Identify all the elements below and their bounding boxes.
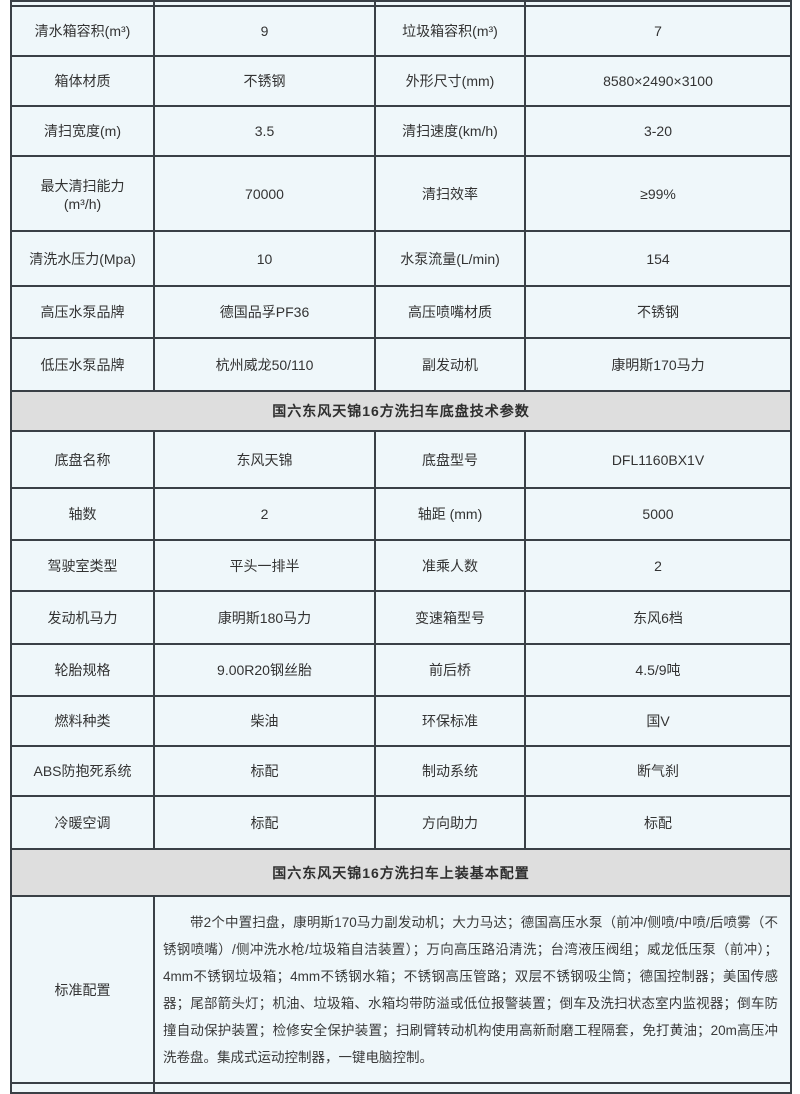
table-row: 燃料种类 柴油 环保标准 国V <box>10 695 792 747</box>
empty-cell <box>524 0 792 7</box>
spec-value: 8580×2490×3100 <box>524 55 792 107</box>
spec-label: 轴距 (mm) <box>374 487 526 541</box>
spec-label: 轮胎规格 <box>10 643 155 697</box>
spec-value: 东风6档 <box>524 590 792 645</box>
table-row: 底盘名称 东风天锦 底盘型号 DFL1160BX1V <box>10 430 792 489</box>
spec-value: 标配 <box>153 745 376 797</box>
spec-label: 副发动机 <box>374 337 526 392</box>
spec-value: 标配 <box>524 795 792 850</box>
spec-value: 5000 <box>524 487 792 541</box>
spec-value: 康明斯170马力 <box>524 337 792 392</box>
spec-value: 杭州威龙50/110 <box>153 337 376 392</box>
table-row: 发动机马力 康明斯180马力 变速箱型号 东风6档 <box>10 590 792 645</box>
spec-value: 3.5 <box>153 105 376 157</box>
spec-value: 德国品孚PF36 <box>153 285 376 339</box>
spec-label: 冷暖空调 <box>10 795 155 850</box>
spec-value: 平头一排半 <box>153 539 376 592</box>
spec-value: 154 <box>524 230 792 287</box>
table-row-section: 国六东风天锦16方洗扫车上装基本配置 <box>10 848 792 897</box>
spec-value: ≥99% <box>524 155 792 232</box>
spec-label: 高压喷嘴材质 <box>374 285 526 339</box>
spec-value: 标配 <box>153 795 376 850</box>
spec-label: 燃料种类 <box>10 695 155 747</box>
table-row: 低压水泵品牌 杭州威龙50/110 副发动机 康明斯170马力 <box>10 337 792 392</box>
table-row: 驾驶室类型 平头一排半 准乘人数 2 <box>10 539 792 592</box>
config-text: 带2个中置扫盘，康明斯170马力副发动机；大力马达；德国高压水泵（前冲/侧喷/中… <box>153 895 792 1084</box>
spec-label: 箱体材质 <box>10 55 155 107</box>
spec-label: 轴数 <box>10 487 155 541</box>
spec-label: 最大清扫能力 (m³/h) <box>10 155 155 232</box>
empty-cell <box>374 0 526 7</box>
table-row: 轴数 2 轴距 (mm) 5000 <box>10 487 792 541</box>
spec-value: 10 <box>153 230 376 287</box>
spec-value: 3-20 <box>524 105 792 157</box>
table-row: 高压水泵品牌 德国品孚PF36 高压喷嘴材质 不锈钢 <box>10 285 792 339</box>
table-row: 清扫宽度(m) 3.5 清扫速度(km/h) 3-20 <box>10 105 792 157</box>
section-header-upfit: 国六东风天锦16方洗扫车上装基本配置 <box>10 848 792 897</box>
spec-value: 不锈钢 <box>153 55 376 107</box>
table-row: 冷暖空调 标配 方向助力 标配 <box>10 795 792 850</box>
spec-value: 2 <box>153 487 376 541</box>
spec-label: 低压水泵品牌 <box>10 337 155 392</box>
config-label: 标准配置 <box>10 895 155 1084</box>
empty-cell <box>153 0 376 7</box>
spec-label: 清扫效率 <box>374 155 526 232</box>
spec-label: 清扫宽度(m) <box>10 105 155 157</box>
spec-value: 柴油 <box>153 695 376 747</box>
section-header-chassis: 国六东风天锦16方洗扫车底盘技术参数 <box>10 390 792 432</box>
spec-label: 发动机马力 <box>10 590 155 645</box>
spec-label: 前后桥 <box>374 643 526 697</box>
table-row-section: 国六东风天锦16方洗扫车底盘技术参数 <box>10 390 792 432</box>
spec-table: 清水箱容积(m³) 9 垃圾箱容积(m³) 7 箱体材质 不锈钢 外形尺寸(mm… <box>10 0 792 1094</box>
spec-label: 高压水泵品牌 <box>10 285 155 339</box>
spec-label: 方向助力 <box>374 795 526 850</box>
spec-label: 环保标准 <box>374 695 526 747</box>
spec-label: 驾驶室类型 <box>10 539 155 592</box>
spec-label: 底盘名称 <box>10 430 155 489</box>
empty-cell <box>10 0 155 7</box>
spec-label: 垃圾箱容积(m³) <box>374 5 526 57</box>
spec-value: 2 <box>524 539 792 592</box>
table-row: 最大清扫能力 (m³/h) 70000 清扫效率 ≥99% <box>10 155 792 232</box>
spec-value: 9.00R20钢丝胎 <box>153 643 376 697</box>
spec-label: ABS防抱死系统 <box>10 745 155 797</box>
spec-value: 不锈钢 <box>524 285 792 339</box>
table-row: 清洗水压力(Mpa) 10 水泵流量(L/min) 154 <box>10 230 792 287</box>
spec-value: 东风天锦 <box>153 430 376 489</box>
spec-value: DFL1160BX1V <box>524 430 792 489</box>
spec-value: 9 <box>153 5 376 57</box>
table-row: 轮胎规格 9.00R20钢丝胎 前后桥 4.5/9吨 <box>10 643 792 697</box>
spec-value: 70000 <box>153 155 376 232</box>
spec-label: 准乘人数 <box>374 539 526 592</box>
table-row: 箱体材质 不锈钢 外形尺寸(mm) 8580×2490×3100 <box>10 55 792 107</box>
spec-value: 康明斯180马力 <box>153 590 376 645</box>
table-row: 清水箱容积(m³) 9 垃圾箱容积(m³) 7 <box>10 5 792 57</box>
table-row: ABS防抱死系统 标配 制动系统 断气刹 <box>10 745 792 797</box>
spec-value: 国V <box>524 695 792 747</box>
spec-label: 清水箱容积(m³) <box>10 5 155 57</box>
spec-label: 底盘型号 <box>374 430 526 489</box>
spec-label: 外形尺寸(mm) <box>374 55 526 107</box>
spec-label: 变速箱型号 <box>374 590 526 645</box>
spec-label: 制动系统 <box>374 745 526 797</box>
spec-label: 清扫速度(km/h) <box>374 105 526 157</box>
spec-label: 水泵流量(L/min) <box>374 230 526 287</box>
spec-label: 清洗水压力(Mpa) <box>10 230 155 287</box>
spec-value: 4.5/9吨 <box>524 643 792 697</box>
table-row-partial-top <box>10 0 792 7</box>
spec-value: 断气刹 <box>524 745 792 797</box>
table-row-config: 标准配置 带2个中置扫盘，康明斯170马力副发动机；大力马达；德国高压水泵（前冲… <box>10 895 792 1084</box>
spec-value: 7 <box>524 5 792 57</box>
